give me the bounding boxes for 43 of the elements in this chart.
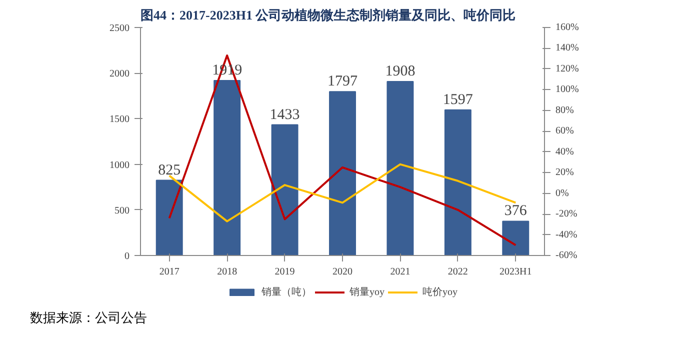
x-tick-label: 2021 <box>390 266 410 278</box>
y2-tick-label: 20% <box>556 167 574 178</box>
legend-label: 销量（吨） <box>262 286 312 299</box>
bar <box>214 80 241 256</box>
y2-tick-label: 0% <box>556 188 569 199</box>
x-tick-label: 2022 <box>448 266 468 278</box>
y-tick-label: 1000 <box>110 160 130 171</box>
bar <box>156 180 183 256</box>
x-tick-label: 2020 <box>332 266 352 278</box>
source-note: 数据来源：公司公告 <box>30 309 147 327</box>
legend-label: 销量yoy <box>350 286 384 299</box>
y2-tick-label: 80% <box>556 104 574 116</box>
bar <box>329 91 356 256</box>
y2-tick-label: -60% <box>556 250 578 261</box>
bar <box>502 220 530 256</box>
y2-tick-label: -20% <box>556 208 578 220</box>
data-label: 376 <box>504 203 528 220</box>
chart-title: 图44：2017-2023H1 公司动植物微生态制剂销量及同比、吨价同比 <box>140 8 516 22</box>
bar <box>271 124 298 256</box>
data-label: 1597 <box>442 92 474 108</box>
y-tick-label: 500 <box>114 205 130 216</box>
x-tick-label: 2019 <box>274 266 295 278</box>
y2-tick-label: 40% <box>556 146 574 158</box>
y2-tick-label: 160% <box>556 22 579 33</box>
x-tick-label: 2018 <box>217 266 238 278</box>
y2-tick-label: 140% <box>556 42 579 54</box>
x-tick-label: 2017 <box>159 266 180 278</box>
x-tick-label: 2023H1 <box>500 266 532 278</box>
legend-label: 吨价yoy <box>422 286 458 299</box>
y-tick-label: 0 <box>124 251 130 262</box>
data-label: 1908 <box>385 63 416 80</box>
y2-tick-label: -40% <box>556 229 578 240</box>
bar <box>444 109 472 256</box>
y-tick-label: 1500 <box>110 114 130 126</box>
data-label: 825 <box>158 162 181 178</box>
bar <box>386 80 414 256</box>
y2-tick-label: 60% <box>556 126 574 137</box>
data-label: 1797 <box>328 74 358 90</box>
y2-tick-label: 120% <box>556 63 579 74</box>
y2-tick-label: 100% <box>556 84 579 96</box>
data-label: 1433 <box>270 106 300 123</box>
y-tick-label: 2000 <box>110 68 130 80</box>
y-tick-label: 2500 <box>110 23 130 34</box>
